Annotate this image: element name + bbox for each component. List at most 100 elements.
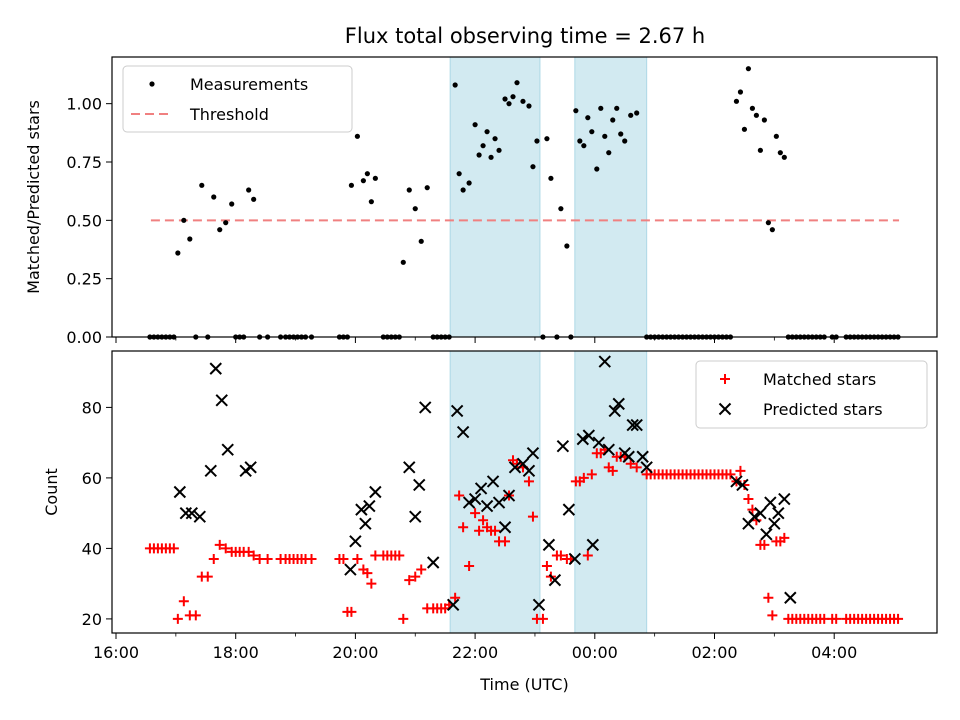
x-tick-label: 18:00 [213,643,259,662]
matched-point [582,550,593,561]
legend-box [122,65,353,133]
predicted-point [542,538,556,552]
legend-predicted-label: Predicted stars [763,400,883,419]
matched-point [394,550,405,561]
measurement-point [424,185,430,191]
predicted-point [730,475,743,488]
measurement-point [472,122,478,128]
predicted-point [419,401,432,414]
matched-point [725,469,736,480]
measurement-point [488,154,494,160]
legend-matched-label: Matched stars [763,370,876,389]
matched-point [398,613,409,624]
matched-point [208,553,219,564]
measurement-point [769,227,775,233]
measurement-point [456,171,462,177]
matched-point [168,543,179,554]
measurement-point [412,206,418,212]
x-tick-label: 02:00 [691,643,737,662]
measurement-point [372,175,378,181]
measurement-point [476,152,482,158]
matched-point [607,465,618,476]
shaded-span-2 [574,350,648,634]
measurement-point [520,98,526,104]
measurement-point [558,206,564,212]
measurement-point [199,182,205,188]
matched-point [362,568,373,579]
matched-point [527,511,538,522]
predicted-point [562,503,576,516]
measurement-point [526,103,532,109]
matched-point [511,458,522,469]
measurement-point [510,94,516,100]
legend-measurements-label: Measurements [190,75,308,94]
matched-point [743,494,754,505]
matched-point [190,610,201,621]
measurement-point [530,164,536,170]
measurement-point [406,187,412,193]
predicted-point [204,464,217,478]
matched-point [763,592,774,603]
y-tick-label: 80 [82,398,102,417]
matched-point [631,462,642,473]
shaded-span-1 [449,56,541,338]
measurement-point [602,133,608,139]
predicted-point [778,492,791,506]
matched-point [248,550,259,561]
predicted-point [784,591,797,604]
matched-point [352,553,363,564]
predicted-point [608,404,621,418]
measurement-point [634,110,640,116]
measurement-point [733,98,740,104]
predicted-point [630,418,643,432]
matched-point [178,596,189,607]
matched-point [404,575,415,586]
predicted-point [612,397,625,411]
y-tick-label: 40 [82,539,102,558]
measurement-point [548,175,554,181]
measurement-point [581,143,587,149]
predicted-point [768,517,781,530]
measurement-point [368,199,374,205]
matched-point [537,613,548,624]
measurement-point [484,129,490,135]
matched-point [586,469,597,480]
predicted-point [626,418,639,432]
measurement-point [745,66,752,72]
measurement-point [614,105,620,111]
measurement-point [251,196,257,202]
predicted-point [403,461,416,474]
predicted-point [764,496,777,509]
measurement-point [348,182,355,188]
x-axis-label: Time (UTC) [479,675,568,694]
measurement-point [618,131,624,137]
predicted-point [349,535,362,548]
predicted-point [492,496,506,509]
measurement-point [187,236,193,242]
predicted-point [556,439,570,453]
chart-title: Flux total observing time = 2.67 h [345,24,705,48]
measurement-point [741,126,748,132]
measurement-point [400,259,406,265]
predicted-point [193,510,206,523]
matched-point [410,571,421,582]
predicted-point [548,573,562,587]
measurement-point [360,178,366,184]
predicted-point [772,506,785,520]
measurement-point [354,133,360,139]
predicted-point [369,485,382,499]
measurement-point [466,180,472,186]
shaded-span-1 [449,350,541,634]
matched-point [346,606,357,617]
predicted-point [363,499,376,513]
measurement-point [753,112,759,118]
measurement-point [175,250,181,256]
measurement-point [761,117,767,123]
measurement-point [364,171,370,177]
matched-point [306,553,317,564]
matched-point [767,610,778,621]
predicted-point [413,478,426,492]
matched-point [416,564,427,575]
predicted-point [532,598,546,612]
count-panel: 20 40 60 80 16:00 18:00 20:00 22:00 00:00 02:00 04… [42,350,938,694]
